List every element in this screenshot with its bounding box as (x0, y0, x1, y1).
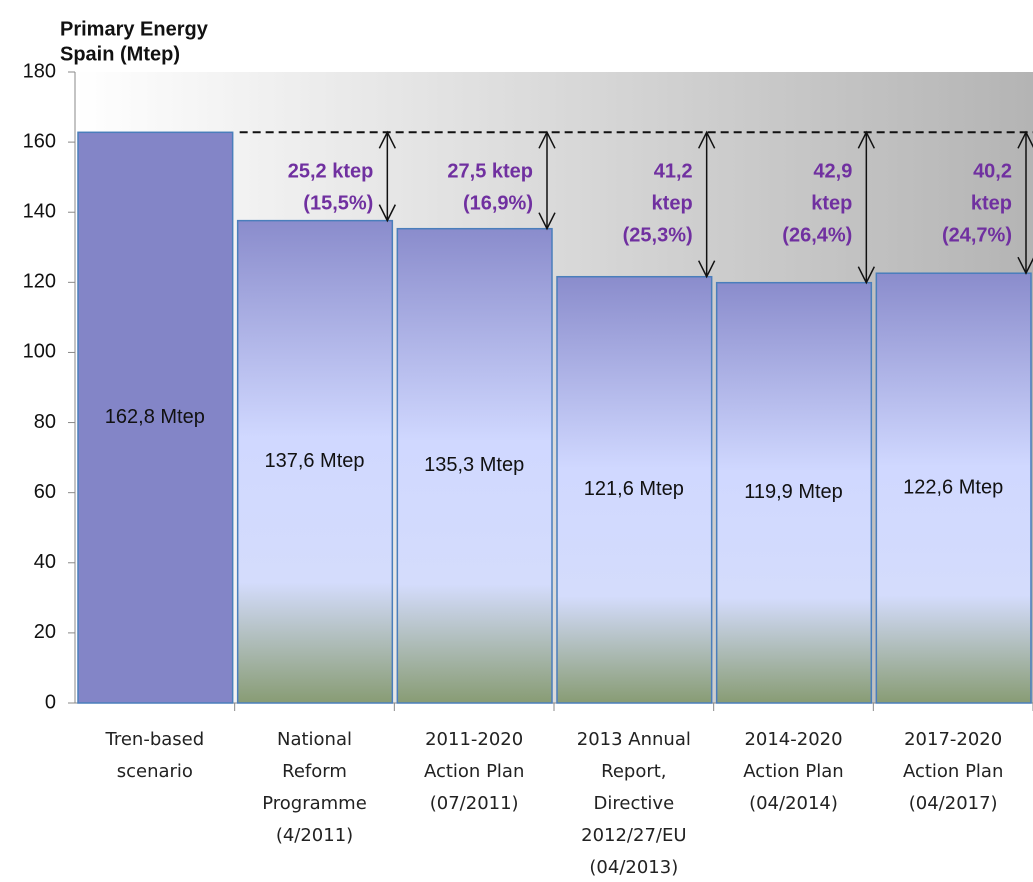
arrow-head (378, 130, 397, 223)
annotation: ktep (971, 192, 1012, 214)
x-tick-label: Report, (601, 761, 666, 782)
x-tick-label: National (277, 729, 352, 750)
x-tick-label: scenario (117, 761, 193, 782)
y-tick-label: 160 (23, 130, 56, 152)
x-tick-label: (07/2011) (430, 793, 519, 814)
value-label: 122,6 Mtep (903, 476, 1003, 498)
arrow-head (857, 130, 876, 285)
y-tick-label: 100 (23, 341, 56, 363)
annotation: 40,2 (973, 160, 1012, 182)
bar (715, 281, 873, 704)
x-tick-label: (04/2017) (909, 793, 998, 814)
annotation: (26,4%) (782, 224, 852, 246)
x-tick-label: (4/2011) (276, 825, 353, 846)
arrow-head (1017, 130, 1033, 275)
value-label: 121,6 Mtep (584, 478, 684, 500)
y-tick-label: 120 (23, 271, 56, 293)
x-tick-label: (04/2014) (749, 793, 838, 814)
x-tick-label: 2011-2020 (425, 729, 523, 750)
value-label: 119,9 Mtep (744, 481, 843, 503)
bar (396, 227, 553, 704)
x-tick-label: 2013 Annual (577, 729, 691, 750)
plot-background (75, 72, 1033, 703)
annotation: 42,9 (813, 160, 852, 182)
annotation: (25,3%) (623, 224, 693, 246)
bar (556, 275, 713, 704)
y-tick-label: 20 (34, 621, 56, 643)
y-tick-label: 180 (23, 60, 56, 82)
annotation: (24,7%) (942, 224, 1012, 246)
x-tick-label: Action Plan (743, 761, 843, 782)
bar (236, 219, 394, 704)
x-tick-label: 2014-2020 (744, 729, 842, 750)
value-label: 135,3 Mtep (424, 454, 524, 476)
y-tick-label: 40 (34, 551, 56, 573)
x-tick-label: Action Plan (903, 761, 1003, 782)
annotation: 27,5 ktep (447, 160, 533, 182)
y-tick-label: 0 (45, 691, 56, 713)
annotation: (15,5%) (303, 192, 373, 214)
annotation: 41,2 (654, 160, 693, 182)
arrow-head (697, 130, 716, 279)
x-tick-label: 2012/27/EU (581, 825, 686, 846)
y-tick-label: 80 (34, 411, 56, 433)
bar (875, 272, 1032, 704)
x-tick-label: Action Plan (424, 761, 524, 782)
x-tick-label: Directive (594, 793, 675, 814)
arrow-head (538, 130, 556, 231)
x-tick-label: Programme (262, 793, 367, 814)
value-label: 137,6 Mtep (264, 450, 364, 472)
value-label: 162,8 Mtep (105, 406, 205, 428)
y-axis-title: Spain (Mtep) (60, 43, 180, 65)
x-tick-label: (04/2013) (589, 857, 678, 878)
x-tick-label: 2017-2020 (904, 729, 1002, 750)
bar (77, 131, 234, 704)
y-tick-label: 140 (23, 201, 56, 223)
y-axis-title: Primary Energy (60, 18, 209, 40)
annotation: 25,2 ktep (288, 160, 374, 182)
x-tick-label: Reform (282, 761, 347, 782)
x-tick-label: Tren-based (104, 729, 204, 750)
annotation: ktep (811, 192, 852, 214)
annotation: (16,9%) (463, 192, 533, 214)
y-tick-label: 60 (34, 481, 56, 503)
annotation: ktep (652, 192, 693, 214)
